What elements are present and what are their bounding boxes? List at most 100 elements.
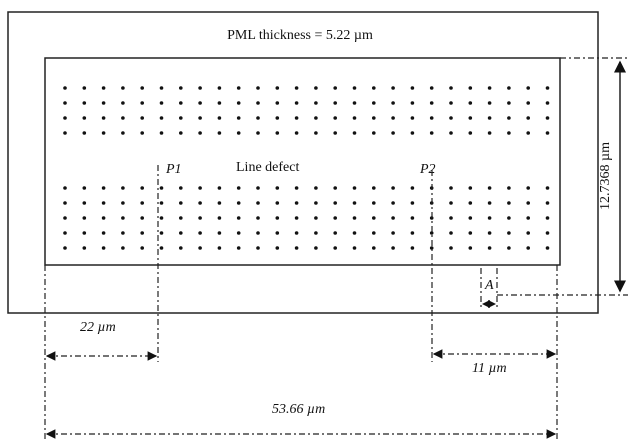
rod (487, 186, 492, 190)
rod (140, 201, 144, 205)
a-label: A (484, 278, 494, 293)
rod (256, 246, 260, 250)
rod (101, 216, 106, 220)
rod (545, 216, 550, 220)
rod (352, 186, 357, 190)
rod (372, 231, 376, 235)
rod (140, 101, 144, 105)
rod (275, 131, 280, 135)
rod (217, 201, 222, 205)
rod (449, 246, 453, 250)
rod (391, 201, 395, 205)
rod (140, 86, 144, 90)
d11-label: 11 µm (472, 361, 507, 376)
rod (236, 201, 241, 205)
rod (487, 201, 492, 205)
rod (372, 116, 376, 120)
rod (140, 246, 144, 250)
rod (256, 201, 260, 205)
rod (121, 231, 125, 235)
rod (179, 186, 183, 190)
rod (217, 186, 222, 190)
rod (63, 201, 67, 205)
rod (545, 246, 550, 250)
rod (256, 216, 260, 220)
rod (352, 216, 357, 220)
rod (314, 186, 318, 190)
rod (507, 201, 511, 205)
rod (82, 201, 87, 205)
rod (507, 131, 511, 135)
rod (526, 231, 530, 235)
rod (198, 186, 202, 190)
rod (217, 101, 222, 105)
rod (372, 201, 376, 205)
rod (121, 216, 125, 220)
rod (140, 116, 144, 120)
rod (179, 116, 183, 120)
rod (121, 101, 125, 105)
rod (121, 201, 125, 205)
rod (372, 101, 376, 105)
rod (256, 231, 260, 235)
rod (101, 101, 106, 105)
rod (429, 116, 434, 120)
rod (507, 246, 511, 250)
rod (236, 116, 241, 120)
rod (314, 86, 318, 90)
rod (410, 116, 415, 120)
rod (391, 231, 395, 235)
rod (294, 86, 299, 90)
rod (121, 186, 125, 190)
rod (352, 201, 357, 205)
rod (294, 216, 299, 220)
rod (159, 186, 164, 190)
rod (82, 116, 87, 120)
rod (372, 131, 376, 135)
rod (82, 231, 87, 235)
rod (63, 101, 67, 105)
p2-label: P2 (419, 162, 436, 177)
rod (391, 131, 395, 135)
rod (275, 101, 280, 105)
rod (526, 246, 530, 250)
rod (63, 246, 67, 250)
rod (63, 186, 67, 190)
rod (236, 186, 241, 190)
rod (140, 231, 144, 235)
rod (468, 116, 473, 120)
rod (449, 86, 453, 90)
pml-label: PML thickness = 5.22 µm (227, 28, 373, 43)
rod (101, 116, 106, 120)
rod (275, 246, 280, 250)
rod (526, 101, 530, 105)
rod (352, 86, 357, 90)
rod (468, 131, 473, 135)
rod (449, 216, 453, 220)
rod (198, 86, 202, 90)
crystal-box (44, 57, 561, 266)
rod (198, 201, 202, 205)
rod (275, 116, 280, 120)
rod (410, 86, 415, 90)
rod (526, 116, 530, 120)
rod (314, 231, 318, 235)
rod (468, 101, 473, 105)
rod (468, 216, 473, 220)
rod (198, 101, 202, 105)
rod (82, 86, 87, 90)
rod (449, 186, 453, 190)
rod (333, 131, 338, 135)
rod (449, 201, 453, 205)
rod (410, 101, 415, 105)
rod (101, 231, 106, 235)
rod (526, 216, 530, 220)
rod (333, 246, 338, 250)
rod (507, 216, 511, 220)
rod (352, 131, 357, 135)
rod (179, 216, 183, 220)
rod (468, 201, 473, 205)
rod (468, 231, 473, 235)
rod (179, 246, 183, 250)
